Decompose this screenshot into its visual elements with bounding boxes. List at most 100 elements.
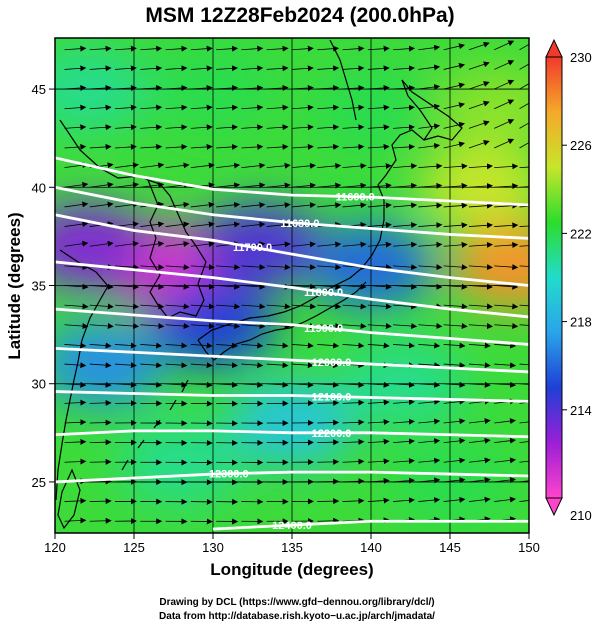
wind-vector	[89, 362, 112, 369]
coastline-sakhalin-hokkaido	[329, 39, 463, 141]
wind-vector	[519, 225, 529, 227]
wind-vector	[468, 283, 494, 290]
wind-vector	[64, 458, 87, 465]
wind-vector	[241, 201, 266, 208]
wind-vector	[342, 202, 367, 209]
wind-vector	[89, 458, 112, 465]
wind-vector	[266, 342, 289, 349]
height-contour-line	[55, 390, 529, 403]
wind-vector	[418, 342, 441, 349]
wind-vector	[393, 418, 415, 425]
wind-vector	[443, 102, 466, 110]
wind-vector	[317, 498, 340, 505]
wind-vector	[418, 477, 441, 484]
wind-vector	[140, 303, 165, 310]
wind-vector	[342, 399, 365, 406]
wind-vector	[165, 362, 188, 369]
contour-label: 11900.0	[304, 323, 343, 335]
wind-vector	[443, 82, 466, 90]
height-contour-line	[55, 213, 529, 287]
wind-vector	[393, 222, 418, 229]
wind-vector	[367, 418, 390, 425]
wind-vector	[115, 84, 137, 91]
y-tick-label: 25	[32, 475, 46, 490]
wind-vector	[468, 303, 494, 310]
wind-vector	[114, 240, 139, 247]
wind-vector	[266, 264, 291, 271]
wind-vector	[317, 124, 340, 131]
wind-vector	[494, 342, 517, 349]
wind-vector	[367, 323, 392, 330]
wind-vector	[216, 342, 239, 349]
wind-vector	[494, 381, 517, 388]
y-tick-label: 30	[32, 377, 46, 392]
wind-vector	[317, 303, 342, 310]
height-contours: 11600.0 11630.0 11700.0 11800.0 11900.0 12000…	[55, 156, 529, 532]
wind-vector	[317, 104, 340, 111]
wind-vector	[115, 143, 137, 150]
wind-vector	[190, 323, 215, 330]
wind-vector	[468, 418, 491, 425]
wind-vector	[266, 303, 291, 310]
contour-label: 12100.0	[312, 391, 352, 403]
wind-vector	[494, 242, 519, 248]
wind-vector	[443, 477, 466, 484]
wind-vector	[266, 143, 289, 150]
wind-vector	[140, 221, 165, 228]
wind-vector	[367, 221, 392, 228]
wind-vector	[468, 241, 493, 248]
wind-vector	[443, 121, 466, 129]
wind-vector	[190, 221, 215, 228]
wind-vector	[418, 497, 441, 504]
wind-vector	[64, 181, 89, 188]
wind-vector	[367, 124, 390, 131]
wind-vector	[393, 202, 418, 209]
wind-vector	[190, 143, 213, 150]
wind-vector	[342, 323, 367, 330]
wind-vector	[266, 182, 291, 189]
wind-vector	[317, 182, 342, 189]
wind-vector	[140, 143, 163, 150]
wind-vector	[64, 124, 87, 131]
colorbar-tick-label: 210	[570, 508, 592, 523]
height-contour-line	[55, 156, 529, 207]
plot-area: 11600.0 11630.0 11700.0 11800.0 11900.0 12000…	[55, 38, 529, 533]
y-axis: 25 30 35 40 45	[32, 82, 55, 490]
wind-vector	[89, 399, 112, 406]
wind-vector	[494, 119, 515, 129]
contour-label: 11600.0	[336, 192, 375, 204]
wind-vector	[519, 304, 529, 307]
wind-vector	[266, 362, 289, 369]
wind-vector	[241, 342, 264, 349]
wind-vector	[140, 65, 163, 72]
wind-vector	[418, 84, 441, 90]
wind-vector	[494, 437, 516, 444]
wind-vector	[393, 104, 415, 111]
x-tick-label: 120	[44, 540, 66, 555]
wind-vector	[64, 104, 87, 111]
wind-vector	[443, 182, 468, 189]
wind-vector	[266, 124, 289, 131]
wind-vector	[216, 264, 241, 271]
wind-vector	[393, 124, 415, 131]
wind-vector	[342, 143, 365, 150]
wind-vector	[64, 362, 87, 369]
wind-vector	[367, 264, 392, 271]
x-tick-label: 130	[202, 540, 224, 555]
wind-vector	[342, 45, 365, 52]
wind-vector	[165, 264, 190, 271]
wind-vector	[367, 458, 390, 465]
wind-vector	[494, 99, 515, 110]
wind-vector	[266, 104, 289, 111]
wind-vector	[342, 124, 365, 131]
wind-vector	[317, 419, 340, 426]
wind-vector	[494, 163, 519, 170]
wind-vector	[317, 241, 342, 248]
colorbar-ticks: 210 214 218 222 226 230	[562, 50, 592, 523]
wind-vector	[115, 381, 137, 388]
wind-vector	[165, 124, 188, 131]
wind-vector	[443, 381, 466, 388]
wind-vector	[468, 477, 491, 484]
wind-vector	[393, 438, 415, 445]
wind-vector	[468, 100, 490, 110]
